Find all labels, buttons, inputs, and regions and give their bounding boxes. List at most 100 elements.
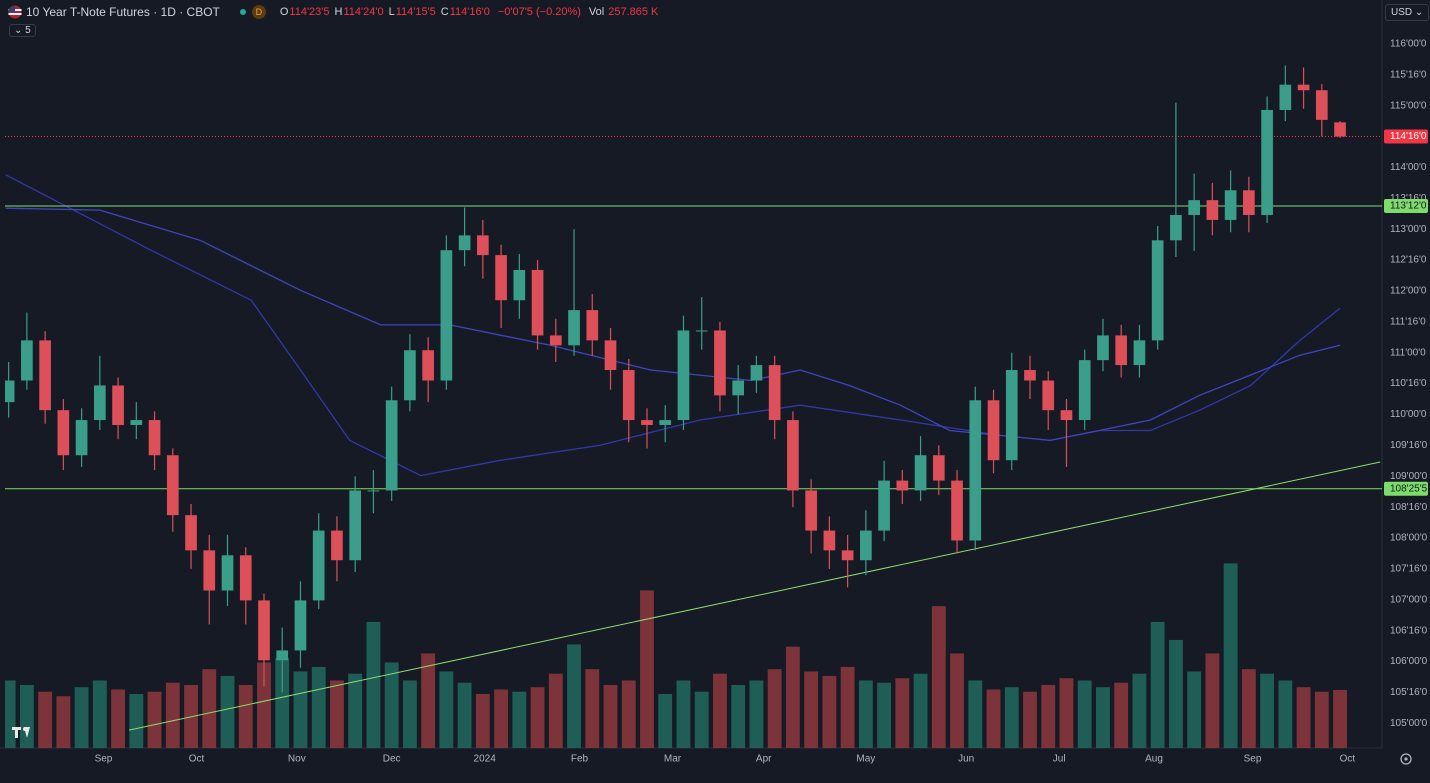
volume-bar <box>5 680 16 748</box>
candle-body <box>331 530 343 561</box>
moving-average <box>5 174 1341 477</box>
indicators-toggle[interactable]: ⌄ 5 <box>9 24 36 37</box>
volume-bar <box>676 680 691 748</box>
volume-bar <box>348 673 363 748</box>
candle-body <box>440 250 453 381</box>
volume-bar <box>585 669 600 748</box>
candle-body <box>130 420 143 425</box>
volume-bar <box>1059 678 1074 748</box>
volume-bar <box>785 646 800 748</box>
volume-value: 257.865 K <box>608 6 659 18</box>
y-tick-label: 110'16'0 <box>1390 378 1427 389</box>
symbol-title[interactable]: 10 Year T-Note Futures · 1D · CBOT <box>26 5 220 19</box>
volume-bar <box>1260 673 1275 748</box>
volume-bar <box>1205 653 1220 748</box>
volume-bar <box>1278 680 1293 748</box>
volume-bar <box>38 691 53 748</box>
price-label: 113'12'0 <box>1390 201 1427 212</box>
price-label: 114'16'0 <box>1390 131 1427 142</box>
candle-body <box>714 330 726 396</box>
candle-body <box>750 365 763 381</box>
y-tick-label: 107'00'0 <box>1390 594 1428 605</box>
candle-body <box>987 400 1000 461</box>
volume-bar <box>603 684 618 748</box>
volume-bar <box>129 693 144 748</box>
candle-body <box>203 550 216 591</box>
volume-bar <box>931 606 946 748</box>
legend-value: 114'15'5 <box>395 6 436 18</box>
volume-bar <box>56 696 71 748</box>
volume-bar <box>311 666 326 748</box>
x-tick-label: Oct <box>1340 754 1356 765</box>
candle-body <box>841 550 854 561</box>
candle-body <box>823 530 836 551</box>
y-tick-label: 112'00'0 <box>1390 286 1427 297</box>
price-label: 108'25'5 <box>1390 483 1428 494</box>
candle-body <box>1151 240 1164 341</box>
volume-bar <box>749 680 764 748</box>
settings-button[interactable] <box>1400 753 1412 765</box>
candle-body <box>622 370 635 421</box>
y-tick-label: 113'16'0 <box>1390 193 1427 204</box>
candle-body <box>604 340 617 371</box>
candle-body <box>94 385 106 421</box>
candle-body <box>495 255 507 301</box>
indicators-count: 5 <box>25 25 31 36</box>
volume-bar <box>804 671 819 748</box>
currency-button[interactable]: USD ⌄ <box>1385 4 1430 21</box>
legend-value: 114'23'5 <box>289 6 330 18</box>
volume-bar <box>293 671 308 748</box>
volume-bar <box>950 653 964 748</box>
y-tick-label: 114'00'0 <box>1390 162 1427 173</box>
candle-body <box>422 350 434 381</box>
candle-body <box>914 455 927 491</box>
trend-line <box>128 461 1381 731</box>
volume-bar <box>165 682 180 748</box>
candle-body <box>951 480 963 541</box>
legend-key: O <box>279 6 289 18</box>
volume-bar <box>494 689 509 748</box>
candle-body <box>1279 84 1292 110</box>
x-tick-label: Sep <box>95 754 113 765</box>
candle-body <box>586 310 599 341</box>
candle-body <box>112 385 124 425</box>
candle-body <box>1078 360 1091 421</box>
y-tick-label: 110'00'0 <box>1390 409 1427 420</box>
volume-bar <box>858 680 873 748</box>
volume-bar <box>202 669 217 748</box>
volume-bar <box>1314 691 1329 748</box>
volume-bar <box>1150 621 1165 748</box>
volume-bar <box>822 675 837 748</box>
candle-body <box>768 365 781 421</box>
candle-body <box>531 269 544 336</box>
candle-body <box>148 420 161 456</box>
candle-body <box>385 400 398 491</box>
legend-key: H <box>334 6 343 18</box>
volume-bar <box>366 621 381 748</box>
x-tick-label: Apr <box>756 754 772 765</box>
volume-bar <box>1223 563 1238 748</box>
x-tick-label: 2024 <box>474 754 497 765</box>
currency: USD <box>1391 7 1413 18</box>
x-tick-label: Aug <box>1145 754 1163 765</box>
volume-bar <box>694 691 709 748</box>
candle-body <box>458 235 471 251</box>
y-tick-label: 105'00'0 <box>1390 718 1428 729</box>
candle-body <box>1297 84 1310 91</box>
volume-bar <box>111 689 126 748</box>
volume-bar <box>402 680 417 748</box>
volume-bar <box>74 687 89 748</box>
volume-bar <box>19 684 34 748</box>
volume-bar <box>1004 687 1019 748</box>
candle-body <box>1315 90 1328 120</box>
volume-bar <box>1132 673 1147 748</box>
y-tick-label: 112'16'0 <box>1390 255 1427 266</box>
axes: 116'00'0 115'16'0 115'00'0 114'16'0 114'00'0… <box>95 39 1428 765</box>
volume-bar <box>457 682 472 748</box>
volume-bar <box>421 653 436 748</box>
volume-bar <box>1296 687 1311 748</box>
volume-bar <box>1241 669 1256 748</box>
volume-bar <box>384 662 399 748</box>
candle-body <box>166 455 179 516</box>
volume-bar <box>92 680 107 748</box>
